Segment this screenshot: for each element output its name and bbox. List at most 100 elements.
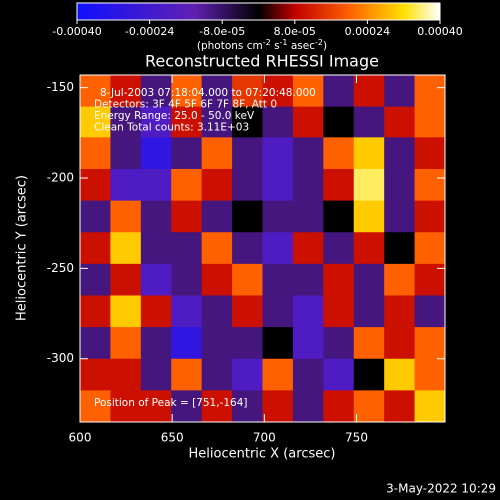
heat-cell [384, 263, 416, 296]
heat-cell [201, 75, 233, 108]
heat-cell [384, 137, 416, 170]
colorbar-tick-label: -8.0e-05 [199, 25, 245, 38]
heat-cell [353, 295, 385, 328]
heat-cell [201, 390, 233, 423]
heat-cell [323, 200, 355, 233]
heat-cell [110, 137, 142, 170]
heat-cell [201, 168, 233, 202]
y-tick-label: -200 [47, 171, 74, 185]
heat-cell [414, 75, 446, 108]
heat-cell [353, 327, 385, 360]
heat-cell [171, 390, 203, 423]
colorbar-label-part: asec [288, 40, 316, 52]
colorbar-tick-label: 0.00040 [417, 25, 463, 38]
heat-cell [262, 263, 294, 296]
heat-cell [262, 358, 294, 391]
heat-cell [262, 200, 294, 233]
heat-cell [140, 75, 172, 108]
heat-cell [323, 358, 355, 391]
x-tick-label: 700 [253, 431, 276, 445]
x-tick-label: 750 [345, 431, 368, 445]
heat-cell [110, 295, 142, 328]
heat-cell [171, 200, 203, 233]
heat-cell [414, 263, 446, 296]
heat-cell [171, 263, 203, 296]
heat-cell [80, 137, 111, 170]
heat-cell [110, 232, 142, 265]
heat-cell [262, 295, 294, 328]
colorbar-label-part: s [271, 40, 280, 52]
heat-cell [232, 358, 263, 391]
heat-cell [140, 232, 172, 265]
heat-cell [80, 200, 111, 233]
heat-cell [414, 200, 446, 233]
heat-cell [292, 295, 324, 328]
heat-cell [140, 390, 172, 423]
heat-cell [292, 137, 324, 170]
heat-cell [140, 137, 172, 170]
heat-cell [353, 137, 385, 170]
heat-cell [110, 106, 142, 138]
heat-cell [384, 327, 416, 360]
heat-cell [384, 232, 416, 265]
annotation: 8-Jul-2003 07:18:04.000 to 07:20:48.000 [100, 87, 316, 99]
heat-cell [353, 106, 385, 138]
heat-cell [232, 75, 263, 108]
y-axis-title: Heliocentric Y (arcsec) [15, 175, 30, 321]
heat-cell [80, 358, 111, 391]
timestamp: 3-May-2022 10:29 [386, 482, 496, 496]
x-tick-label: 600 [69, 431, 92, 445]
heat-cell [262, 106, 294, 138]
heat-cell [384, 295, 416, 328]
y-tick-label: -150 [47, 80, 74, 94]
heat-cell [384, 358, 416, 391]
heat-cell [80, 295, 111, 328]
heat-cell [323, 75, 355, 108]
heat-cell [201, 358, 233, 391]
heat-cell [292, 327, 324, 360]
heat-cell [232, 200, 263, 233]
heat-cell [171, 106, 203, 138]
heat-cell [323, 106, 355, 138]
annotation: Detectors: 3F 4F 5F 6F 7F 8F, Att 0 [94, 99, 277, 111]
colorbar [76, 2, 441, 21]
heat-cell [384, 75, 416, 108]
heat-cell [323, 168, 355, 202]
heat-cell [110, 263, 142, 296]
heat-cell [140, 263, 172, 296]
heat-cell [201, 327, 233, 360]
heat-cell [262, 137, 294, 170]
heat-cell [292, 232, 324, 265]
heat-cell [414, 168, 446, 202]
heat-cell [110, 75, 142, 108]
heat-cell [232, 295, 263, 328]
heat-cell [414, 232, 446, 265]
heat-cell [353, 75, 385, 108]
heat-cell [292, 390, 324, 423]
heat-cell [232, 232, 263, 265]
heat-cell [171, 168, 203, 202]
heat-cell [80, 232, 111, 265]
heat-cell [292, 263, 324, 296]
heat-cell [262, 75, 294, 108]
colorbar-label: (photons cm-2 s-1 asec-2) [197, 38, 327, 53]
heat-cell [110, 327, 142, 360]
colorbar-tick-label: -0.00040 [52, 25, 101, 38]
heat-cell [232, 327, 263, 360]
heat-cell [262, 168, 294, 202]
annotation: Clean Total counts: 3.11E+03 [94, 122, 249, 134]
heat-cell [323, 390, 355, 423]
heat-cell [201, 200, 233, 233]
colorbar-tick-label: 8.0e-05 [274, 25, 316, 38]
colorbar-tick-label: -0.00024 [125, 25, 174, 38]
heat-cell [384, 168, 416, 202]
heat-cell [80, 75, 111, 108]
heat-cell [80, 106, 111, 138]
heat-cell [414, 137, 446, 170]
x-axis-title: Heliocentric X (arcsec) [189, 447, 336, 462]
heat-cell [171, 295, 203, 328]
heat-cell [80, 390, 111, 423]
heat-cell [414, 295, 446, 328]
heat-cell [323, 327, 355, 360]
